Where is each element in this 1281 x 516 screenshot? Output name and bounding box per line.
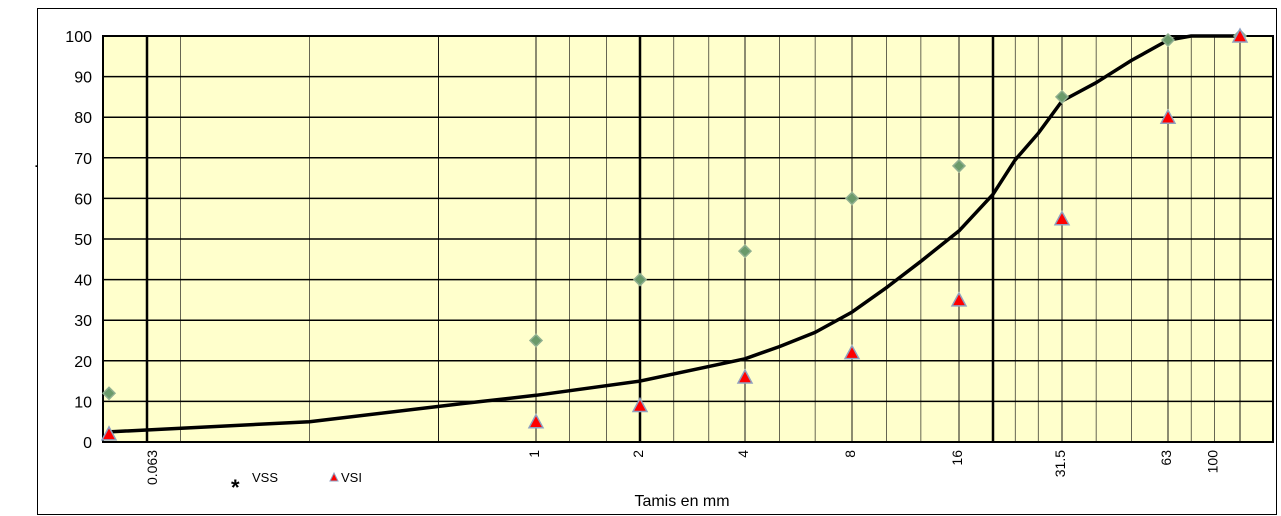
x-tick-label-bg [522, 445, 546, 483]
vsi-point [100, 425, 118, 441]
x-tick-labels: 0.063 1 2 4 8 16 31.5 63 100 [140, 445, 1225, 485]
x-tick-label-bg [626, 445, 650, 483]
x-tick-label-bg [945, 445, 969, 483]
y-tick-label: 80 [74, 110, 92, 127]
x-tick-label-bg [1048, 445, 1072, 483]
x-tick-label-bg [140, 445, 164, 483]
y-tick-label: 100 [65, 29, 92, 46]
y-tick-label: 60 [74, 191, 92, 208]
y-tick-label: 70 [74, 151, 92, 168]
y-tick-label: 20 [74, 354, 92, 371]
vsi-point [950, 291, 968, 307]
vsi-point [631, 396, 649, 413]
x-tick-label: 4 [735, 450, 751, 458]
y-tick-label: 10 [74, 394, 92, 411]
x-tick-label: 0.063 [144, 450, 160, 485]
x-axis-title: Tamis en mm [634, 493, 729, 510]
vsi-point [736, 368, 754, 384]
y-tick-label: 90 [74, 70, 92, 87]
vss-point [951, 158, 967, 173]
x-tick-label-bg [1154, 445, 1178, 483]
plot-border [102, 35, 1274, 443]
y-tick-labels: 0 10 20 30 40 50 60 70 80 90 100 [65, 29, 92, 452]
vsi-point [1231, 27, 1249, 43]
y-tick-label: 30 [74, 313, 92, 330]
vss-point [528, 333, 544, 348]
y-tick-label: 40 [74, 273, 92, 290]
vss-point [1054, 89, 1070, 104]
x-tick-label: 8 [842, 450, 858, 458]
x-tick-label-bg [731, 445, 755, 483]
vss-point [1160, 32, 1176, 48]
legend-vsi-marker [329, 471, 339, 482]
vss-point [101, 386, 117, 401]
x-tick-label: 1 [526, 450, 542, 458]
legend-vsi-label: VSI [341, 470, 362, 485]
y-tick-label: 0 [83, 435, 92, 452]
legend-vss-marker: * [231, 475, 240, 500]
legend-vss-label: VSS [252, 470, 278, 485]
data-markers [100, 27, 1249, 441]
curve-line [108, 34, 1240, 434]
x-tick-label-bg [1200, 445, 1225, 483]
x-tick-label: 100 [1204, 450, 1220, 474]
vss-point [632, 272, 648, 287]
y-side-mark: . [34, 154, 38, 171]
x-tick-label: 31.5 [1052, 450, 1068, 477]
vsi-point [1159, 108, 1177, 124]
x-tick-label: 63 [1158, 450, 1174, 466]
x-tick-label: 16 [949, 450, 965, 466]
x-tick-label: 2 [630, 450, 646, 458]
vss-point [844, 191, 860, 206]
x-tick-label-bg [838, 445, 862, 483]
legend: * VSS VSI [231, 470, 362, 500]
vsi-point [1053, 210, 1071, 226]
y-tick-label: 50 [74, 232, 92, 249]
reference-curve [108, 34, 1240, 434]
vsi-point [527, 413, 545, 429]
vss-point [737, 244, 753, 259]
vsi-point [843, 344, 861, 360]
